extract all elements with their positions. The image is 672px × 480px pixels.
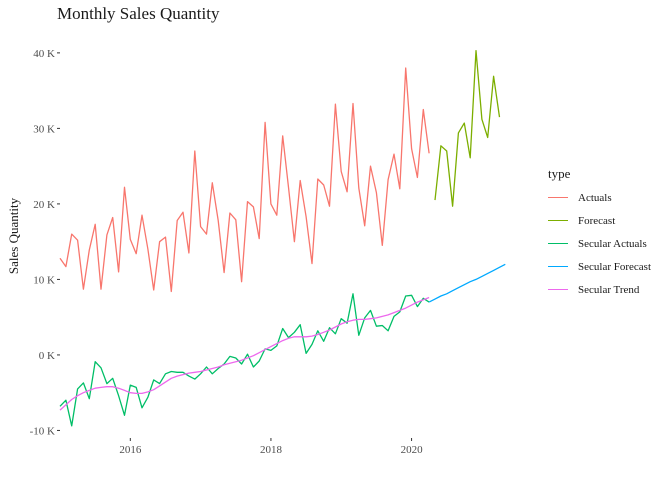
series-line-actuals bbox=[59, 67, 430, 293]
legend-label: Secular Actuals bbox=[578, 237, 647, 250]
x-tick-label-0: 2016 bbox=[119, 444, 142, 456]
legend-key bbox=[548, 220, 568, 221]
y-axis-title: Sales Quantity bbox=[6, 197, 21, 274]
y-tick-label-4: 30 K bbox=[33, 123, 55, 135]
y-tick-label-3: 20 K bbox=[33, 199, 55, 211]
legend-label: Secular Trend bbox=[578, 283, 640, 296]
legend-item-secular-actuals: Secular Actuals bbox=[548, 232, 651, 255]
y-tick-label-1: 0 K bbox=[39, 350, 55, 362]
x-tick-label-2: 2020 bbox=[401, 444, 424, 456]
legend-items: Actuals Forecast Secular Actuals Secular Fo… bbox=[548, 186, 651, 301]
legend-title: type bbox=[548, 166, 571, 181]
series-line-secular-trend bbox=[59, 296, 430, 411]
legend-key bbox=[548, 197, 568, 198]
legend-item-forecast: Forecast bbox=[548, 209, 651, 232]
legend-item-secular-trend: Secular Trend bbox=[548, 278, 651, 301]
legend-label: Secular Forecast bbox=[578, 260, 651, 273]
series-line-forecast bbox=[434, 49, 501, 207]
legend: type Actuals Forecast Secular Actuals Secul… bbox=[548, 166, 651, 301]
y-tick-label-5: 40 K bbox=[33, 48, 55, 60]
series-layer bbox=[59, 49, 506, 427]
legend-key bbox=[548, 289, 568, 290]
y-axis: -10 K 0 K 10 K 20 K 30 K 40 K bbox=[30, 48, 60, 437]
y-tick-label-2: 10 K bbox=[33, 274, 55, 286]
legend-item-actuals: Actuals bbox=[548, 186, 651, 209]
legend-label: Forecast bbox=[578, 214, 616, 227]
legend-item-secular-forecast: Secular Forecast bbox=[548, 255, 651, 278]
x-tick-label-1: 2018 bbox=[260, 444, 283, 456]
legend-key bbox=[548, 266, 568, 267]
x-axis: 2016 2018 2020 bbox=[119, 438, 423, 456]
series-line-secular-actuals bbox=[59, 293, 430, 427]
chart-title: Monthly Sales Quantity bbox=[57, 4, 220, 23]
legend-label: Actuals bbox=[578, 191, 612, 204]
legend-key bbox=[548, 243, 568, 244]
y-tick-label-0: -10 K bbox=[30, 425, 55, 437]
series-line-secular-forecast bbox=[428, 263, 506, 303]
